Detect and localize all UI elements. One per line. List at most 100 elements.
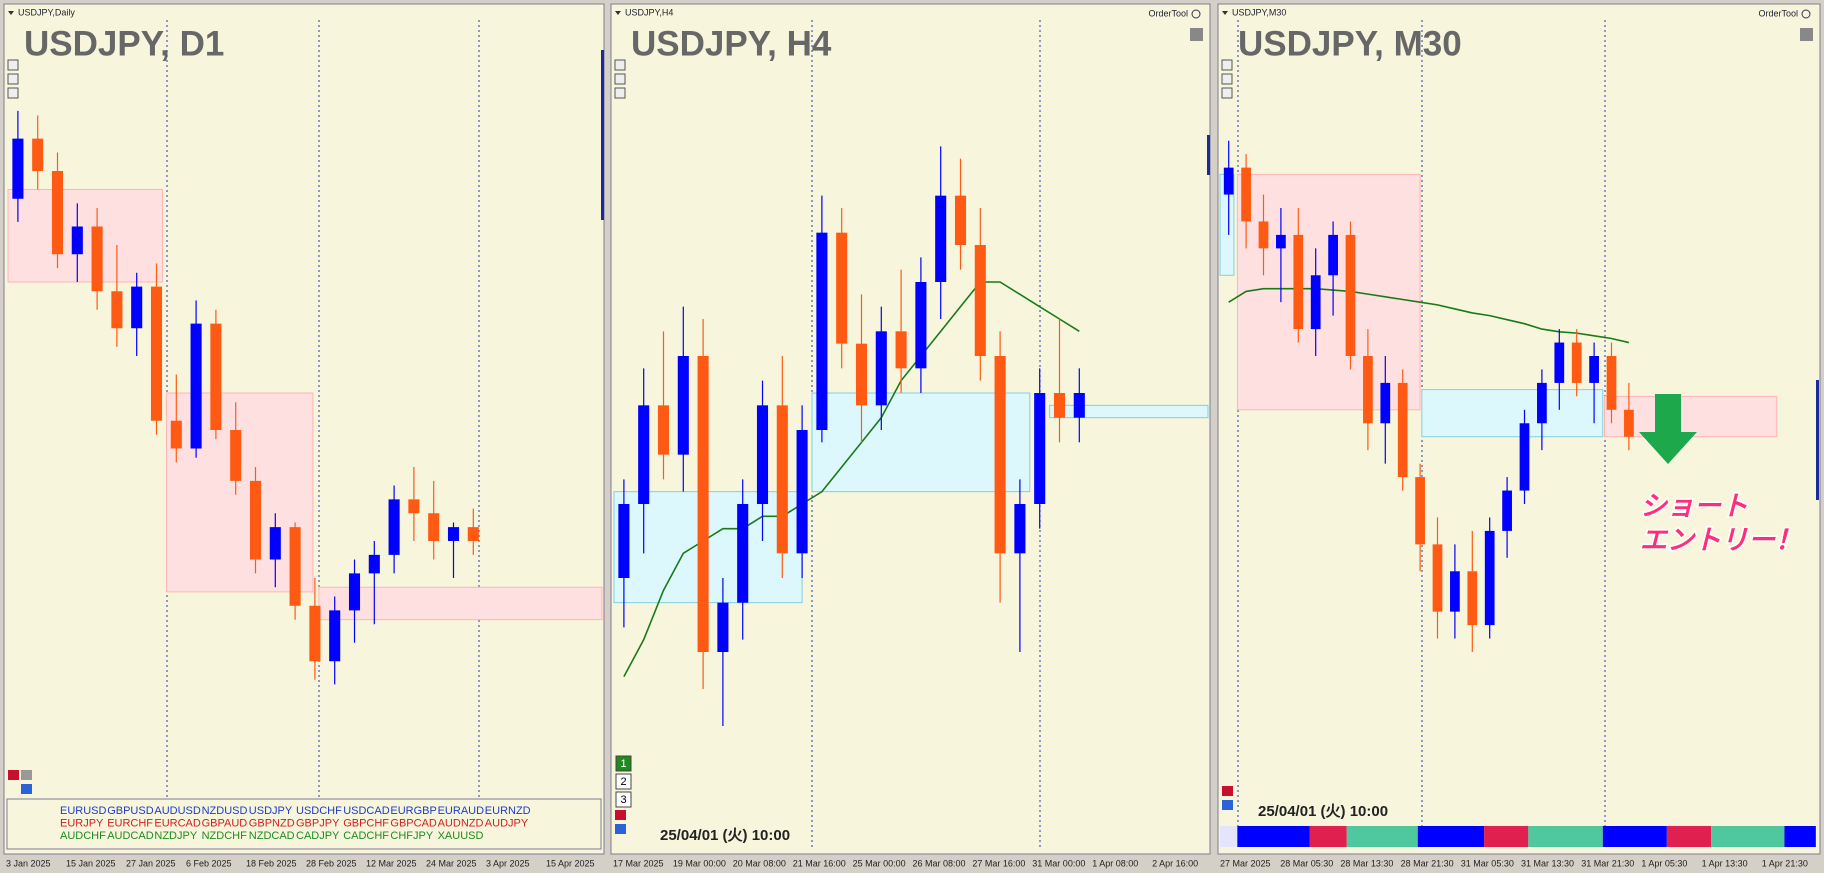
symbol[interactable]: EURJPY xyxy=(60,817,104,829)
header-arrow xyxy=(615,11,621,15)
time-label: 26 Mar 08:00 xyxy=(913,858,966,868)
candle-body xyxy=(1014,504,1026,554)
time-label: 18 Feb 2025 xyxy=(246,858,297,868)
time-label: 31 Mar 21:30 xyxy=(1581,858,1634,868)
panel-btn[interactable] xyxy=(615,810,626,820)
symbol[interactable]: GBPCAD xyxy=(390,817,437,829)
symbol[interactable]: EURCAD xyxy=(154,817,201,829)
panel-btn[interactable] xyxy=(1222,800,1233,810)
zone xyxy=(1236,173,1421,411)
tf-button[interactable] xyxy=(615,755,632,772)
time-label: 31 Mar 13:30 xyxy=(1521,858,1574,868)
scroll-btn[interactable] xyxy=(7,59,19,71)
candle-body xyxy=(1258,221,1269,249)
close-btn[interactable] xyxy=(1800,28,1813,41)
signal-segment xyxy=(1237,826,1310,847)
panel-header: USDJPY,Daily xyxy=(18,7,75,17)
time-label: 1 Apr 08:00 xyxy=(1092,858,1138,868)
symbol-grid xyxy=(6,798,602,850)
candle-body xyxy=(447,527,460,541)
candle-body xyxy=(388,499,400,555)
tf-button[interactable] xyxy=(615,791,632,808)
symbol[interactable]: NZDCHF xyxy=(202,830,247,842)
candle-body xyxy=(210,323,222,430)
zone xyxy=(318,586,603,621)
scroll-indicator xyxy=(601,50,604,220)
symbol[interactable]: EURNZD xyxy=(485,805,531,817)
symbol[interactable]: GBPJPY xyxy=(296,817,340,829)
symbol[interactable]: USDCAD xyxy=(343,805,390,817)
candle-body xyxy=(855,343,868,406)
candle-body xyxy=(1519,423,1530,491)
symbol[interactable]: XAUUSD xyxy=(438,830,484,842)
symbol[interactable]: CADJPY xyxy=(296,830,340,842)
time-label: 15 Apr 2025 xyxy=(546,858,595,868)
signal-segment xyxy=(1784,826,1816,847)
candle-body xyxy=(348,573,361,611)
panel-title: USDJPY, M30 xyxy=(1238,24,1462,63)
symbol[interactable]: EURUSD xyxy=(60,805,107,817)
symbol[interactable]: NZDUSD xyxy=(202,805,248,817)
symbol[interactable]: AUDNZD xyxy=(438,817,484,829)
candle-body xyxy=(1554,342,1565,383)
symbol[interactable]: AUDUSD xyxy=(154,805,201,817)
symbol[interactable]: GBPAUD xyxy=(202,817,248,829)
candle-body xyxy=(329,610,341,662)
symbol[interactable]: NZDJPY xyxy=(154,830,197,842)
symbol[interactable]: GBPNZD xyxy=(249,817,295,829)
header-arrow xyxy=(1222,11,1228,15)
candle-body xyxy=(1328,234,1338,276)
candle-body xyxy=(12,138,24,199)
panel-btn[interactable] xyxy=(615,824,626,834)
symbol[interactable]: NZDCAD xyxy=(249,830,295,842)
panel-btn[interactable] xyxy=(21,770,32,780)
panel-title: USDJPY, H4 xyxy=(631,24,832,63)
scroll-btn[interactable] xyxy=(1221,87,1233,99)
scroll-btn[interactable] xyxy=(7,73,19,85)
time-label: 19 Mar 00:00 xyxy=(673,858,726,868)
close-btn[interactable] xyxy=(1190,28,1203,41)
candle-body xyxy=(91,226,103,292)
signal-segment xyxy=(1528,826,1603,847)
scroll-btn[interactable] xyxy=(7,87,19,99)
scroll-btn[interactable] xyxy=(614,73,626,85)
scroll-btn[interactable] xyxy=(1221,73,1233,85)
symbol[interactable]: AUDCAD xyxy=(107,830,154,842)
signal-segment xyxy=(1346,826,1418,847)
panel-btn[interactable] xyxy=(21,784,32,794)
symbol[interactable]: AUDJPY xyxy=(485,817,529,829)
symbol[interactable]: GBPUSD xyxy=(107,805,154,817)
symbol[interactable]: CADCHF xyxy=(343,830,389,842)
candle-body xyxy=(875,331,887,406)
symbol[interactable]: CHFJPY xyxy=(390,830,433,842)
order-tool-icon xyxy=(1191,9,1201,19)
candle-body xyxy=(1450,571,1460,612)
symbol[interactable]: EURAUD xyxy=(438,805,485,817)
scroll-btn[interactable] xyxy=(614,59,626,71)
symbol[interactable]: GBPCHF xyxy=(343,817,389,829)
down-arrow xyxy=(1639,394,1697,464)
panel-btn[interactable] xyxy=(8,770,19,780)
candle-body xyxy=(776,405,788,554)
time-label: 2 Apr 16:00 xyxy=(1152,858,1198,868)
tf-button[interactable] xyxy=(615,773,632,790)
candle-body xyxy=(638,405,650,504)
signal-segment xyxy=(1309,826,1347,847)
order-tool-icon xyxy=(1801,9,1811,19)
candle-body xyxy=(1310,275,1321,330)
time-label: 28 Mar 05:30 xyxy=(1280,858,1333,868)
symbol[interactable]: USDCHF xyxy=(296,805,342,817)
symbol[interactable]: USDJPY xyxy=(249,805,293,817)
candle-body xyxy=(1223,167,1234,195)
panel-btn[interactable] xyxy=(1222,786,1233,796)
time-label: 27 Mar 2025 xyxy=(1220,858,1271,868)
scroll-btn[interactable] xyxy=(614,87,626,99)
symbol[interactable]: AUDCHF xyxy=(60,830,106,842)
candle-body xyxy=(796,430,808,554)
symbol[interactable]: EURGBP xyxy=(390,805,436,817)
annotation: エントリー！ xyxy=(1640,525,1802,555)
time-label: 28 Mar 13:30 xyxy=(1340,858,1393,868)
candle-body xyxy=(974,245,986,356)
scroll-btn[interactable] xyxy=(1221,59,1233,71)
symbol[interactable]: EURCHF xyxy=(107,817,153,829)
